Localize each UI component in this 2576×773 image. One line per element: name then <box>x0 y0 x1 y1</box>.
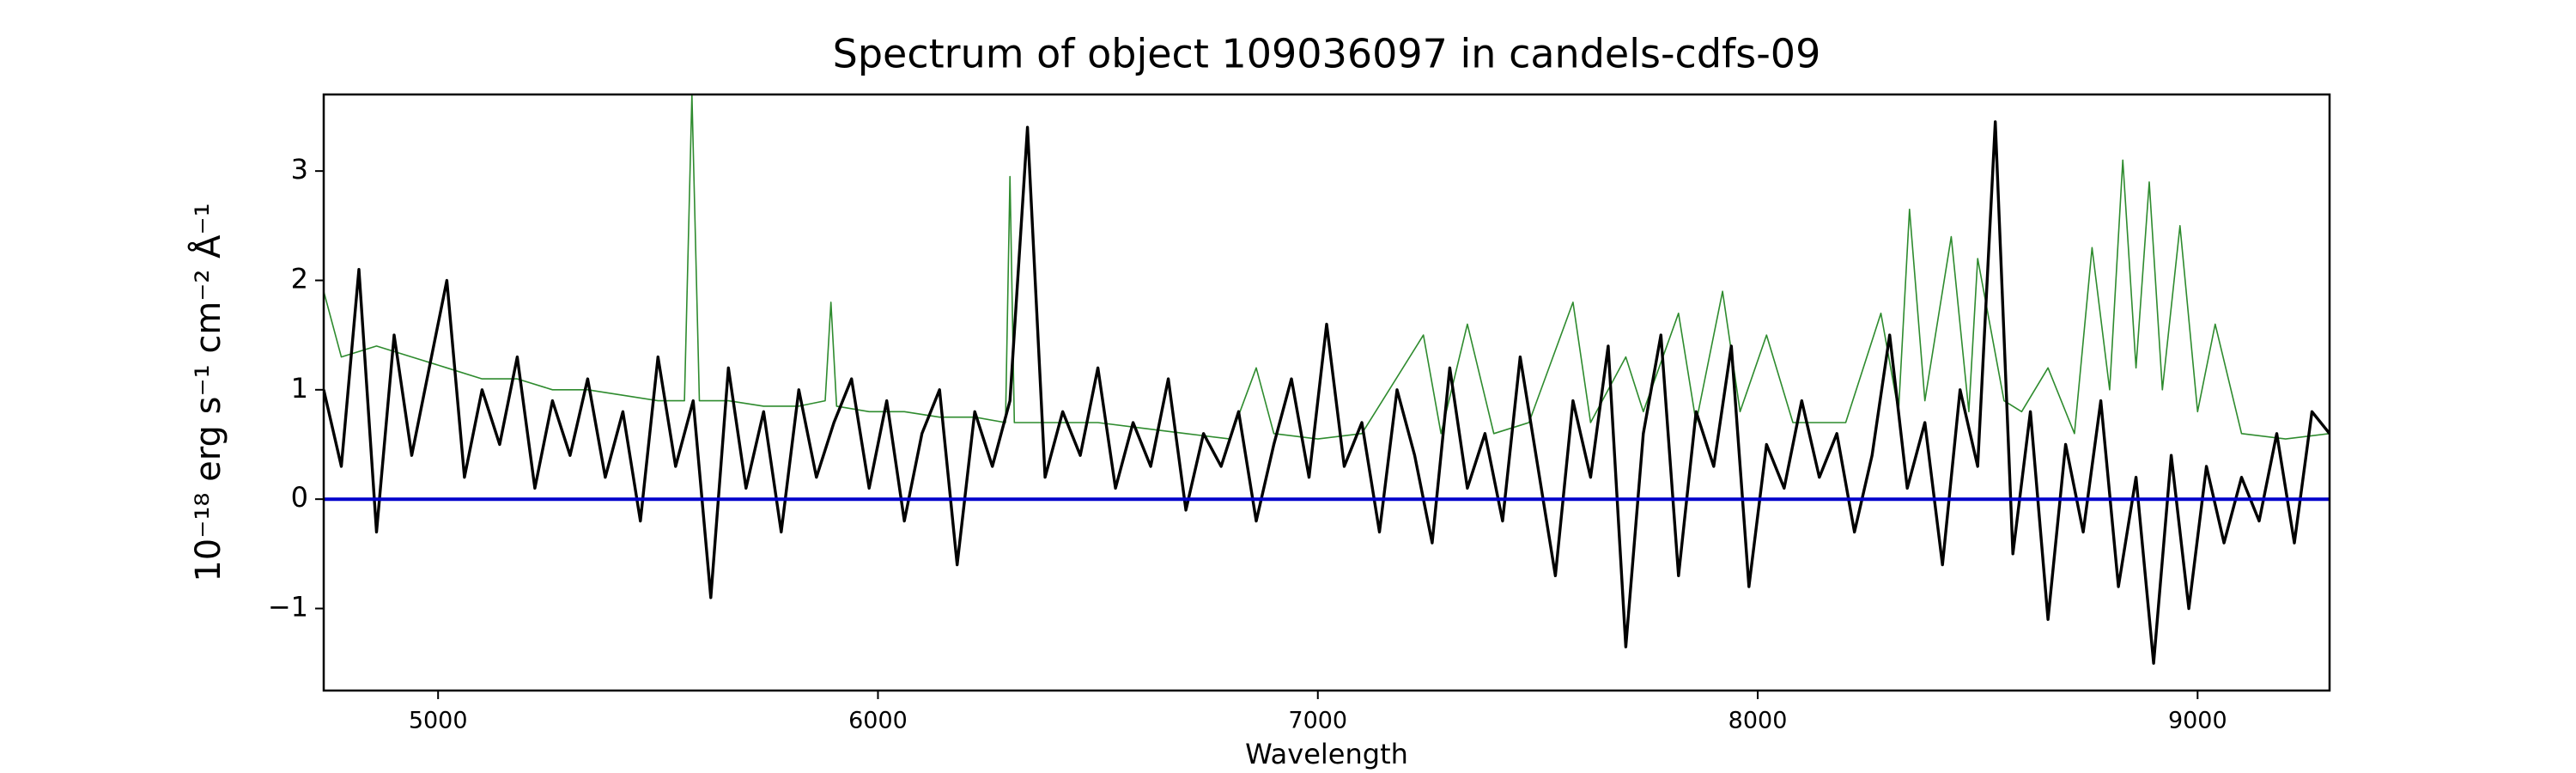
series-line <box>324 94 2330 440</box>
y-axis-label: 10⁻¹⁸ erg s⁻¹ cm⁻² Å⁻¹ <box>187 203 228 581</box>
series-line <box>324 120 2330 665</box>
x-tick-label: 9000 <box>2168 708 2227 734</box>
chart-title: Spectrum of object 109036097 in candels-… <box>833 31 1821 77</box>
y-tick-label: 3 <box>291 153 308 186</box>
x-tick-label: 7000 <box>1288 708 1347 734</box>
y-tick-label: 2 <box>291 262 308 295</box>
x-tick-label: 5000 <box>409 708 468 734</box>
y-tick-label: −1 <box>268 590 308 623</box>
x-axis-label: Wavelength <box>1245 738 1408 770</box>
y-tick-label: 0 <box>291 481 308 514</box>
y-tick-label: 1 <box>291 372 308 405</box>
x-tick-label: 6000 <box>848 708 908 734</box>
axes-frame <box>322 93 2331 692</box>
x-tick-label: 8000 <box>1728 708 1788 734</box>
plot-area <box>324 94 2330 665</box>
